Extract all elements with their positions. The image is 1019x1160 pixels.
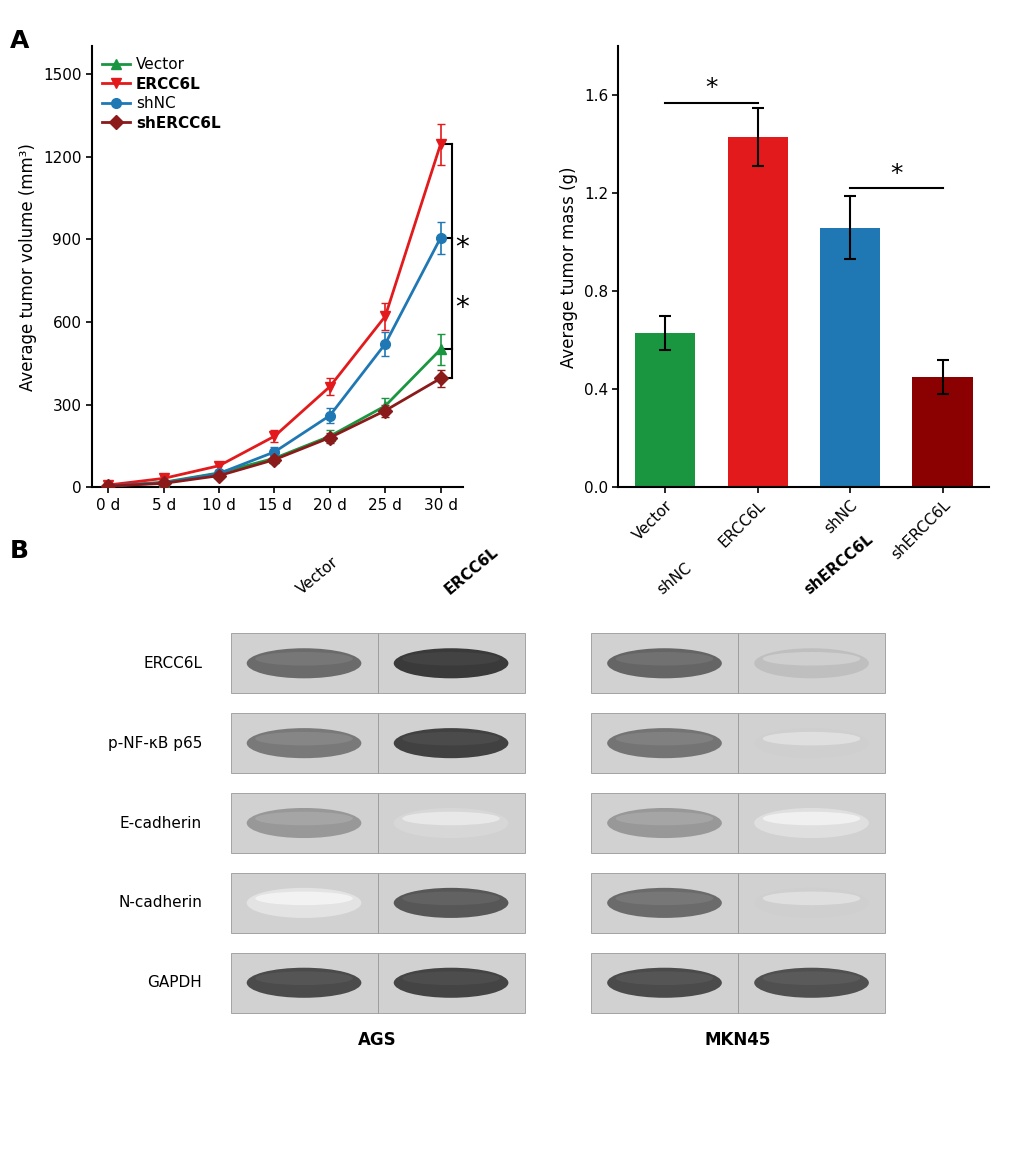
Ellipse shape xyxy=(753,887,868,918)
Ellipse shape xyxy=(393,967,507,998)
Ellipse shape xyxy=(401,812,499,825)
Ellipse shape xyxy=(247,967,361,998)
Bar xyxy=(635,333,695,487)
Bar xyxy=(590,792,738,854)
Ellipse shape xyxy=(753,809,868,838)
Ellipse shape xyxy=(606,809,721,838)
Text: N-cadherin: N-cadherin xyxy=(118,896,202,911)
Bar xyxy=(230,633,377,694)
Text: ERCC6L: ERCC6L xyxy=(143,655,202,670)
Ellipse shape xyxy=(255,652,353,666)
Bar xyxy=(230,713,377,774)
Ellipse shape xyxy=(401,892,499,905)
Ellipse shape xyxy=(247,809,361,838)
Bar xyxy=(738,792,884,854)
Ellipse shape xyxy=(762,652,859,666)
Text: Vector: Vector xyxy=(294,554,341,597)
Ellipse shape xyxy=(606,887,721,918)
Ellipse shape xyxy=(615,652,712,666)
Bar xyxy=(230,872,377,933)
Ellipse shape xyxy=(401,971,499,985)
Bar xyxy=(377,792,524,854)
Text: AGS: AGS xyxy=(358,1031,396,1049)
Bar xyxy=(377,952,524,1013)
Text: ERCC6L: ERCC6L xyxy=(441,544,500,597)
Ellipse shape xyxy=(606,728,721,759)
Bar xyxy=(738,872,884,933)
Ellipse shape xyxy=(255,971,353,985)
Bar xyxy=(230,952,377,1013)
Legend: Vector, ERCC6L, shNC, shERCC6L: Vector, ERCC6L, shNC, shERCC6L xyxy=(99,55,223,133)
Ellipse shape xyxy=(247,887,361,918)
Ellipse shape xyxy=(615,892,712,905)
Ellipse shape xyxy=(606,967,721,998)
Text: shNC: shNC xyxy=(654,560,694,597)
Ellipse shape xyxy=(401,652,499,666)
Bar xyxy=(738,713,884,774)
Ellipse shape xyxy=(615,732,712,746)
Bar xyxy=(590,713,738,774)
Bar xyxy=(912,377,971,487)
Bar xyxy=(727,137,787,487)
Ellipse shape xyxy=(393,648,507,679)
Bar xyxy=(819,227,879,487)
Ellipse shape xyxy=(255,732,353,746)
Ellipse shape xyxy=(753,967,868,998)
Bar xyxy=(738,952,884,1013)
Text: GAPDH: GAPDH xyxy=(147,976,202,991)
Bar xyxy=(590,952,738,1013)
Y-axis label: Average tumor mass (g): Average tumor mass (g) xyxy=(559,166,578,368)
Ellipse shape xyxy=(762,812,859,825)
Bar xyxy=(590,872,738,933)
Ellipse shape xyxy=(753,728,868,759)
Bar xyxy=(377,713,524,774)
Ellipse shape xyxy=(762,732,859,746)
Ellipse shape xyxy=(393,887,507,918)
Text: *: * xyxy=(454,295,469,322)
Ellipse shape xyxy=(393,728,507,759)
Ellipse shape xyxy=(393,809,507,838)
Text: MKN45: MKN45 xyxy=(704,1031,770,1049)
Bar xyxy=(377,633,524,694)
Text: shERCC6L: shERCC6L xyxy=(801,531,875,597)
Bar xyxy=(590,633,738,694)
Text: A: A xyxy=(10,29,30,53)
Bar xyxy=(738,633,884,694)
Text: *: * xyxy=(454,233,469,261)
Text: E-cadherin: E-cadherin xyxy=(120,815,202,831)
Text: p-NF-κB p65: p-NF-κB p65 xyxy=(108,735,202,751)
Ellipse shape xyxy=(247,728,361,759)
Text: *: * xyxy=(890,162,902,186)
Bar xyxy=(230,792,377,854)
Ellipse shape xyxy=(762,971,859,985)
Bar xyxy=(377,872,524,933)
Text: B: B xyxy=(10,539,30,564)
Ellipse shape xyxy=(615,812,712,825)
Ellipse shape xyxy=(606,648,721,679)
Text: *: * xyxy=(705,77,717,100)
Ellipse shape xyxy=(762,892,859,905)
Ellipse shape xyxy=(615,971,712,985)
Ellipse shape xyxy=(255,812,353,825)
Ellipse shape xyxy=(753,648,868,679)
Ellipse shape xyxy=(255,892,353,905)
Ellipse shape xyxy=(401,732,499,746)
Ellipse shape xyxy=(247,648,361,679)
Y-axis label: Average tumor volume (mm³): Average tumor volume (mm³) xyxy=(19,143,38,391)
